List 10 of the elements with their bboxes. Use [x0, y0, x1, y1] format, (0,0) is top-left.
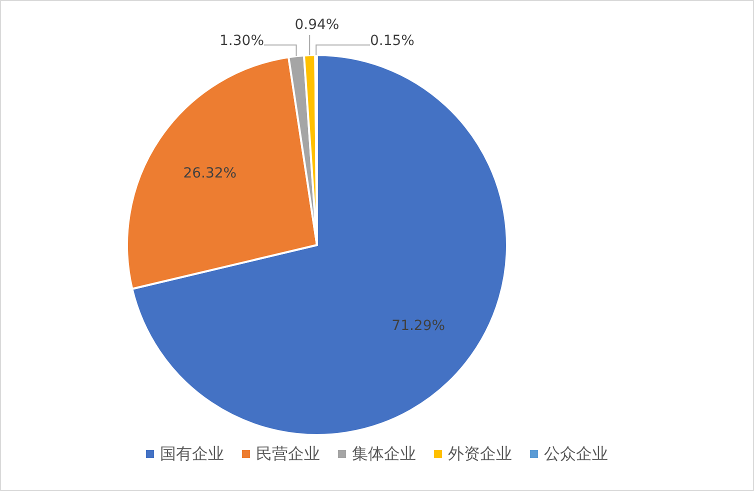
legend-label: 集体企业: [352, 444, 416, 463]
legend-label: 公众企业: [544, 444, 608, 463]
legend-label: 民营企业: [256, 444, 320, 463]
data-label: 1.30%: [220, 33, 264, 49]
data-label: 0.15%: [370, 33, 414, 49]
data-label: 71.29%: [392, 318, 446, 334]
data-label: 0.94%: [294, 17, 340, 33]
data-label: 26.32%: [183, 166, 237, 182]
legend-label: 国有企业: [160, 444, 224, 463]
legend-label: 外资企业: [448, 444, 512, 463]
